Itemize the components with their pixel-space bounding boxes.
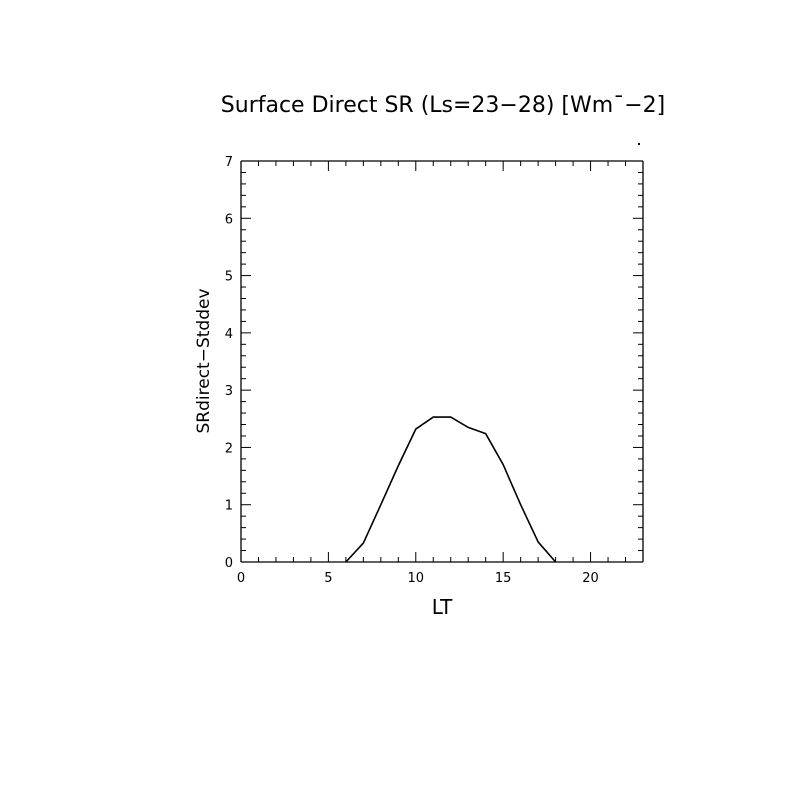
y-tick-label: 2 <box>225 441 233 456</box>
series-layer <box>345 416 557 563</box>
y-tick-label: 7 <box>225 155 233 170</box>
corner-dot <box>638 143 640 145</box>
plot-frame <box>240 160 644 563</box>
y-axis-label: SRdirect−Stddev <box>194 288 214 433</box>
x-axis-label: LT <box>432 595 453 619</box>
chart-title: Surface Direct SR (Ls=23−28) [Wm¯−2] <box>221 93 665 118</box>
x-tick-label: 15 <box>495 571 512 586</box>
y-tick-label: 3 <box>225 384 233 399</box>
y-tick-label: 1 <box>225 499 233 514</box>
y-tick-label: 4 <box>225 327 233 342</box>
series-line <box>345 416 557 563</box>
x-tick-label: 5 <box>324 571 332 586</box>
y-tick-label: 5 <box>225 270 233 285</box>
y-tick-label: 6 <box>225 212 233 227</box>
y-tick-label: 0 <box>225 556 233 571</box>
x-tick-label: 10 <box>408 571 425 586</box>
x-tick-label: 20 <box>582 571 599 586</box>
x-tick-label: 0 <box>237 571 245 586</box>
ticks-layer <box>240 160 644 563</box>
tick-labels-layer: 0 5 10 15 20 0 1 2 3 4 5 6 7 <box>225 155 599 586</box>
